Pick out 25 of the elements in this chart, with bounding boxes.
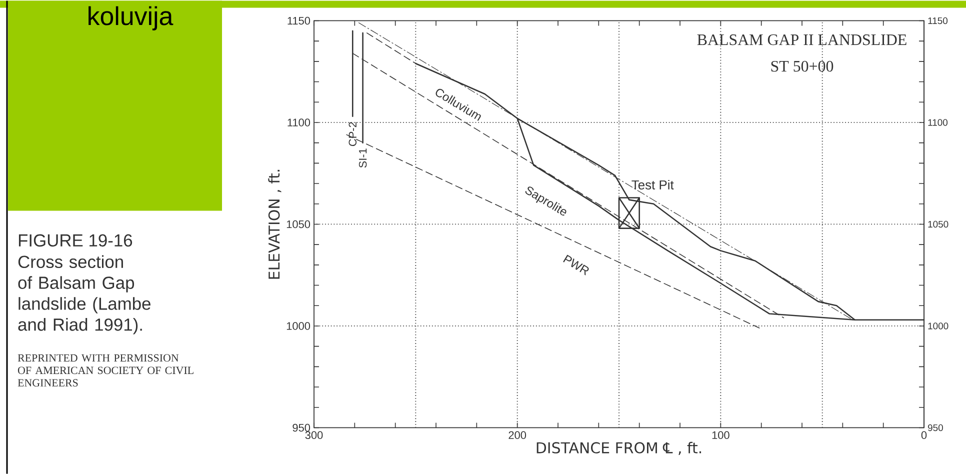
y2-tick-label: 1150 xyxy=(928,17,948,24)
text: CP-2 xyxy=(348,122,357,146)
y2-tick-label: 950 xyxy=(928,424,943,431)
text: Cross section of Balsam Gap landslide (Lambe and Riad 1991). xyxy=(18,255,150,334)
y-tick-label: 1000 xyxy=(286,322,310,330)
y2-tick-label: 1050 xyxy=(928,220,948,228)
y2-tick-label: 1100 xyxy=(928,118,948,126)
text: ST 50+00 xyxy=(771,60,834,72)
series-label: Test Pit xyxy=(632,180,674,190)
text: koluvija xyxy=(88,6,174,30)
y-tick-label: 1150 xyxy=(288,16,310,24)
text: SI-1 xyxy=(358,148,367,168)
y-tick-label: 1050 xyxy=(286,220,310,228)
y-tick-label: 1100 xyxy=(288,118,310,126)
x-tick-label: 100 xyxy=(712,431,730,439)
caption: FIGURE 19-16 xyxy=(18,234,132,246)
y-tick-label: 950 xyxy=(292,424,310,432)
x-tick-label: 300 xyxy=(305,431,323,439)
y2-tick-label: 1000 xyxy=(928,322,948,330)
x-tick-label: 0 xyxy=(921,431,927,439)
text: REPRINTED WITH PERMISSION OF AMERICAN SOCIETY OF CIVIL ENGINEERS xyxy=(18,354,194,386)
text: BALSAM GAP II LANDSLIDE xyxy=(697,34,906,45)
y-axis-title: ELEVATION , ft. xyxy=(268,170,282,278)
x-tick-label: 200 xyxy=(508,431,526,439)
x-axis-title: DISTANCE FROM ℄ , ft. xyxy=(536,442,702,455)
